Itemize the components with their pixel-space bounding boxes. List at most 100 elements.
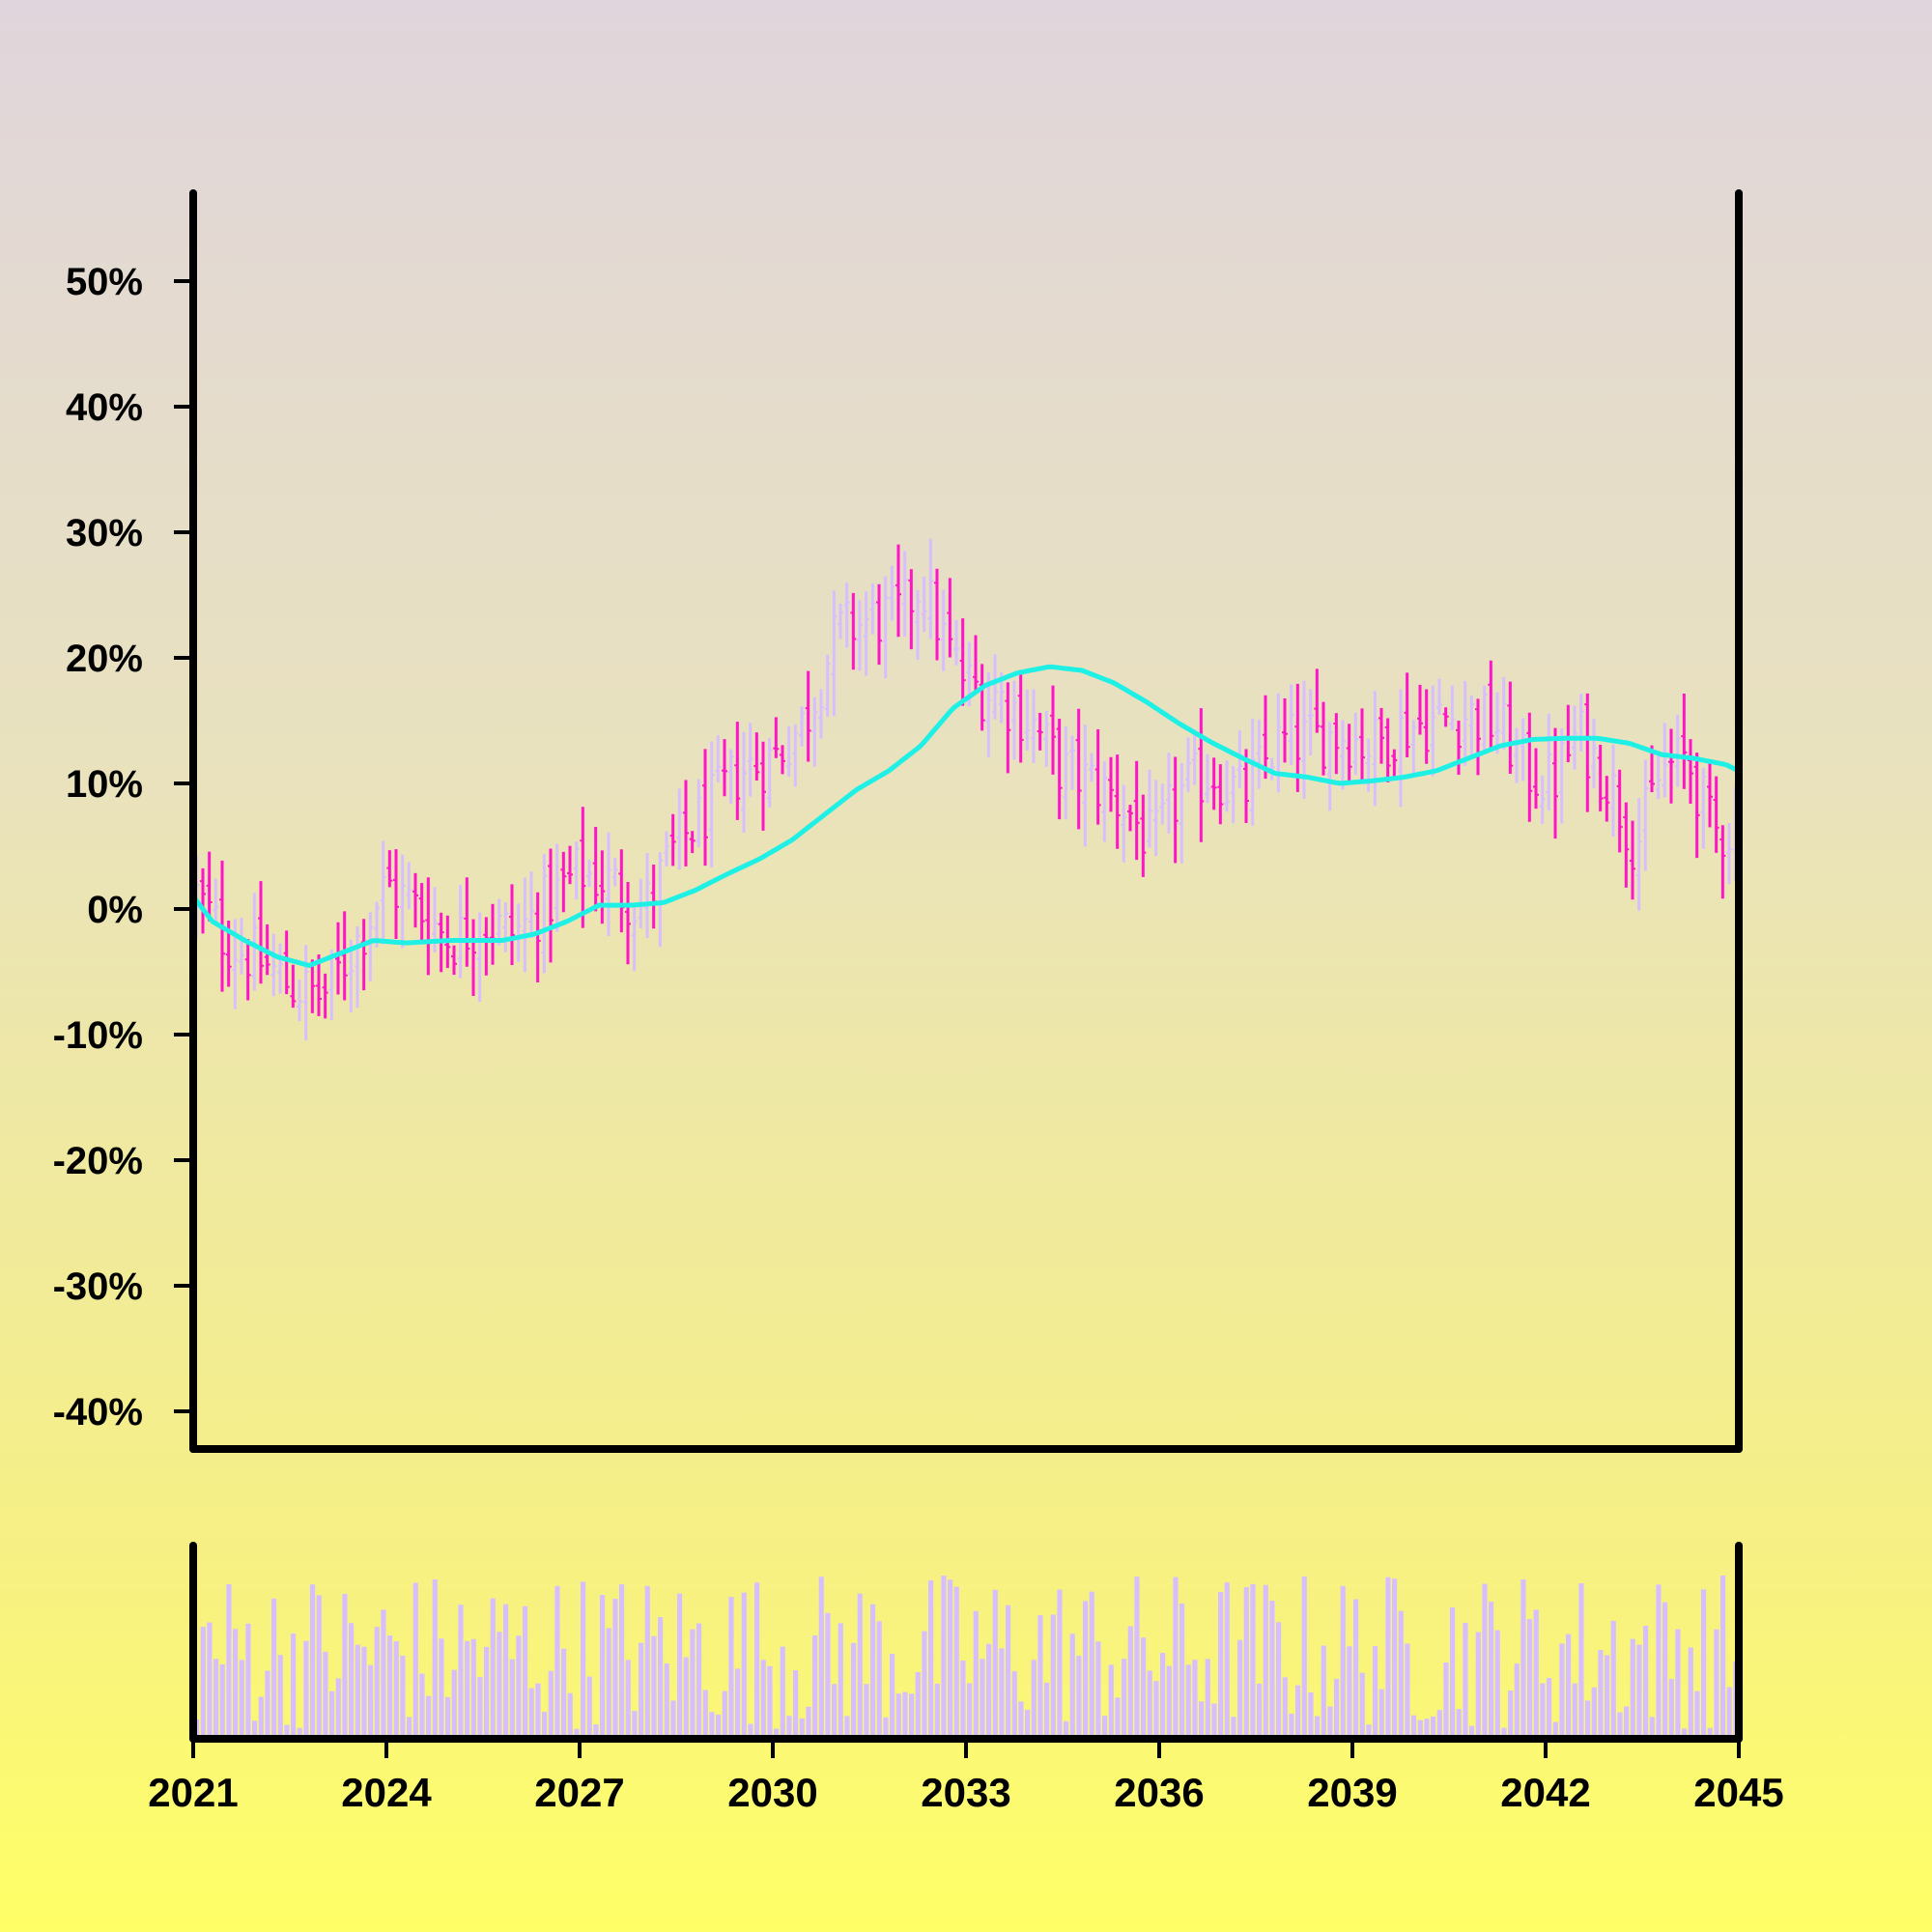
volume-bar xyxy=(1585,1700,1591,1739)
volume-bar xyxy=(439,1638,444,1739)
volume-bar xyxy=(1701,1589,1707,1739)
volume-bar xyxy=(412,1582,418,1739)
volume-bar xyxy=(1456,1709,1462,1739)
ohlc-bar xyxy=(780,745,785,775)
ohlc-bar xyxy=(785,725,792,777)
ohlc-bar xyxy=(747,723,753,797)
x-tick-label: 2027 xyxy=(534,1770,624,1815)
volume-bar xyxy=(948,1579,953,1739)
volume-bar xyxy=(542,1712,548,1739)
volume-bar xyxy=(207,1622,213,1739)
volume-bar xyxy=(1494,1630,1500,1739)
volume-bar xyxy=(1308,1691,1314,1739)
volume-bar xyxy=(1153,1681,1159,1739)
ohlc-bar xyxy=(650,864,657,929)
ohlc-bar xyxy=(1217,764,1224,825)
volume-bar xyxy=(825,1612,831,1739)
volume-bar xyxy=(1069,1634,1075,1739)
ohlc-bar xyxy=(618,849,625,933)
ohlc-bar xyxy=(1056,719,1063,820)
volume-bar xyxy=(1463,1622,1468,1739)
volume-bar xyxy=(1011,1671,1017,1739)
volume-bar xyxy=(1269,1601,1275,1739)
volume-bar xyxy=(735,1668,741,1739)
ohlc-bar xyxy=(857,600,863,671)
volume-bar xyxy=(1192,1660,1198,1739)
ohlc-bar xyxy=(515,903,522,962)
y-axis-ticks: -40% -30% -20% -10% 0% 10% 20% 30% 40% 50% xyxy=(53,261,193,1434)
volume-bar xyxy=(1527,1619,1533,1739)
ohlc-bar xyxy=(200,867,206,934)
volume-bar xyxy=(1552,1721,1558,1739)
ohlc-bar xyxy=(1500,676,1507,751)
volume-bar xyxy=(1134,1577,1140,1739)
volume-bar xyxy=(774,1728,780,1739)
ohlc-bar xyxy=(1630,820,1635,900)
volume-bar xyxy=(233,1629,239,1739)
volume-bar xyxy=(1353,1599,1359,1739)
volume-bar xyxy=(799,1718,805,1739)
volume-bar xyxy=(1424,1719,1430,1739)
volume-bar xyxy=(258,1696,264,1739)
ohlc-bar xyxy=(213,878,219,925)
ohlc-bar xyxy=(1436,678,1442,716)
ohlc-bar xyxy=(328,949,335,1021)
volume-bar xyxy=(1649,1717,1655,1739)
moving-average-layer xyxy=(191,664,1741,968)
ohlc-bar xyxy=(773,717,780,758)
ohlc-bar xyxy=(1526,712,1533,822)
ohlc-bar xyxy=(908,569,915,650)
ohlc-bar xyxy=(625,882,631,965)
volume-bar xyxy=(1243,1586,1249,1739)
ohlc-bar xyxy=(1642,759,1649,871)
volume-bar xyxy=(393,1641,399,1739)
ohlc-bar xyxy=(1101,760,1108,842)
ohlc-bar xyxy=(1468,695,1475,760)
volume-bar xyxy=(953,1586,959,1739)
ohlc-bar xyxy=(1263,695,1268,780)
volume-bar xyxy=(1064,1720,1069,1739)
ohlc-bar xyxy=(1546,713,1552,810)
ohlc-bar xyxy=(406,862,412,910)
volume-bar xyxy=(213,1659,219,1739)
ohlc-bar xyxy=(1224,760,1230,812)
volume-bar xyxy=(619,1584,625,1739)
volume-bar xyxy=(503,1604,509,1739)
ohlc-bar xyxy=(1520,718,1526,781)
ohlc-bar xyxy=(1108,756,1114,812)
volume-bar xyxy=(561,1648,567,1739)
ohlc-bar xyxy=(760,741,766,831)
volume-bar xyxy=(1185,1664,1191,1739)
volume-bar xyxy=(516,1635,522,1739)
volume-bar xyxy=(934,1683,940,1739)
x-tick-label: 2033 xyxy=(921,1770,1010,1815)
ohlc-bar xyxy=(1063,725,1069,819)
volume-bar xyxy=(767,1665,773,1739)
ohlc-bar xyxy=(393,849,399,940)
ohlc-bar xyxy=(741,731,747,833)
volume-bar xyxy=(1540,1683,1546,1739)
volume-bar xyxy=(477,1677,483,1739)
volume-bar xyxy=(342,1593,348,1739)
volume-bar xyxy=(670,1700,676,1739)
volume-bar xyxy=(915,1671,921,1739)
ohlc-bar xyxy=(457,885,464,979)
volume-bar xyxy=(1018,1701,1024,1739)
ohlc-bar xyxy=(722,739,727,797)
volume-bar xyxy=(1533,1609,1539,1739)
ohlc-bar xyxy=(1372,691,1378,807)
volume-bar xyxy=(1076,1656,1082,1739)
ohlc-bar xyxy=(1456,721,1462,776)
ohlc-bar xyxy=(1043,710,1050,767)
volume-bar xyxy=(844,1716,850,1739)
ohlc-bar xyxy=(1191,729,1198,785)
ohlc-bar xyxy=(644,852,650,938)
ohlc-bar xyxy=(676,788,683,870)
ohlc-bar xyxy=(1577,694,1584,752)
volume-bar xyxy=(523,1605,528,1739)
ohlc-bar xyxy=(953,619,959,666)
volume-bar xyxy=(709,1712,715,1739)
volume-bar xyxy=(277,1655,283,1739)
volume-bar xyxy=(387,1635,393,1739)
volume-bar xyxy=(1508,1690,1514,1739)
